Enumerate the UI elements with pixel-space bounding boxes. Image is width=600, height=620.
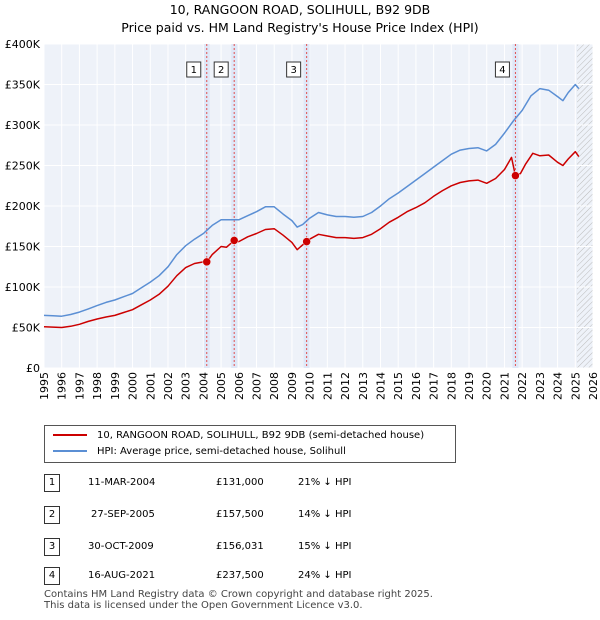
y-tick-label: £100K bbox=[5, 281, 41, 294]
sale-point bbox=[302, 237, 311, 246]
footer-attribution: Contains HM Land Registry data © Crown c… bbox=[44, 589, 433, 611]
transaction-hpi: 21% ↓ HPI bbox=[298, 477, 352, 488]
x-tick-label: 2011 bbox=[321, 372, 334, 400]
x-tick-label: 2006 bbox=[233, 372, 246, 400]
transaction-number: 2 bbox=[44, 506, 60, 524]
transaction-number: 4 bbox=[44, 567, 60, 585]
x-tick-label: 2016 bbox=[410, 372, 423, 400]
y-tick-label: £300K bbox=[5, 119, 41, 132]
sale-label: 1 bbox=[191, 65, 197, 76]
x-tick-label: 1999 bbox=[109, 372, 122, 400]
x-tick-label: 2002 bbox=[162, 372, 175, 400]
sale-label-box bbox=[286, 61, 302, 78]
x-tick-label: 2018 bbox=[445, 372, 458, 400]
y-tick-label: £150K bbox=[5, 241, 41, 254]
transaction-date: 11-MAR-2004 bbox=[88, 477, 156, 488]
x-tick-label: 1998 bbox=[91, 372, 104, 400]
chart-title: 10, RANGOON ROAD, SOLIHULL, B92 9DB bbox=[169, 2, 431, 17]
x-tick-label: 2007 bbox=[251, 372, 264, 400]
transaction-price: £131,000 bbox=[216, 477, 264, 488]
x-tick-label: 2001 bbox=[144, 372, 157, 400]
transaction-price: £156,031 bbox=[216, 541, 264, 552]
x-tick-label: 2022 bbox=[516, 372, 529, 400]
chart-legend: 10, RANGOON ROAD, SOLIHULL, B92 9DB (sem… bbox=[44, 425, 456, 463]
sale-label: 4 bbox=[499, 65, 505, 76]
y-tick-label: £200K bbox=[5, 200, 41, 213]
y-tick-label: £50K bbox=[12, 322, 41, 335]
x-tick-label: 2008 bbox=[268, 372, 281, 400]
sale-label-box bbox=[213, 61, 229, 78]
x-tick-label: 2023 bbox=[534, 372, 547, 400]
x-tick-label: 2025 bbox=[569, 372, 582, 400]
x-tick-label: 1997 bbox=[73, 372, 86, 400]
x-tick-label: 1996 bbox=[56, 372, 69, 400]
transaction-hpi: 15% ↓ HPI bbox=[298, 541, 352, 552]
transaction-number: 3 bbox=[44, 538, 60, 556]
chart-subtitle: Price paid vs. HM Land Registry's House … bbox=[121, 20, 479, 35]
y-tick-label: £400K bbox=[5, 38, 41, 51]
y-tick-label: £0 bbox=[26, 362, 40, 375]
x-tick-label: 2015 bbox=[392, 372, 405, 400]
y-tick-label: £250K bbox=[5, 160, 41, 173]
x-tick-label: 2013 bbox=[357, 372, 370, 400]
transaction-price: £157,500 bbox=[216, 509, 264, 520]
x-tick-label: 2014 bbox=[374, 372, 387, 400]
x-tick-label: 2026 bbox=[587, 372, 600, 400]
hpi-line bbox=[43, 83, 580, 317]
sale-label-box bbox=[494, 61, 510, 78]
x-tick-label: 2020 bbox=[481, 372, 494, 400]
sale-label-box bbox=[186, 61, 202, 78]
x-tick-label: 2000 bbox=[127, 372, 140, 400]
legend-item-hpi: HPI: Average price, semi-detached house,… bbox=[53, 444, 346, 460]
x-tick-label: 2012 bbox=[339, 372, 352, 400]
price-chart: 1 2 3 4 £0 £50K £100K £150K £200K £250K £300K £350… bbox=[5, 38, 600, 400]
transaction-number: 1 bbox=[44, 474, 60, 492]
x-tick-label: 2009 bbox=[286, 372, 299, 400]
x-tick-label: 2017 bbox=[428, 372, 441, 400]
x-tick-label: 2003 bbox=[180, 372, 193, 400]
x-tick-label: 2024 bbox=[552, 372, 565, 400]
sale-label: 2 bbox=[218, 65, 224, 76]
legend-label-hpi: HPI: Average price, semi-detached house,… bbox=[97, 446, 346, 457]
sale-point bbox=[229, 236, 239, 245]
transaction-date: 16-AUG-2021 bbox=[88, 570, 156, 581]
transaction-date: 30-OCT-2009 bbox=[88, 541, 154, 552]
footer-line-1: Contains HM Land Registry data © Crown c… bbox=[44, 589, 433, 600]
transaction-date: 27-SEP-2005 bbox=[91, 509, 155, 520]
sale-label: 3 bbox=[290, 65, 296, 76]
sale-point bbox=[511, 171, 520, 180]
x-tick-label: 2021 bbox=[498, 372, 511, 400]
transaction-hpi: 14% ↓ HPI bbox=[298, 509, 352, 520]
legend-swatch-property bbox=[53, 434, 87, 436]
legend-label-property: 10, RANGOON ROAD, SOLIHULL, B92 9DB (sem… bbox=[97, 430, 425, 441]
x-tick-label: 1995 bbox=[38, 372, 51, 400]
x-tick-label: 2004 bbox=[197, 372, 210, 400]
transaction-price: £237,500 bbox=[216, 570, 264, 581]
x-tick-label: 2010 bbox=[304, 372, 317, 400]
footer-line-2: This data is licensed under the Open Gov… bbox=[44, 600, 363, 611]
x-tick-label: 2005 bbox=[215, 372, 228, 400]
legend-item-property: 10, RANGOON ROAD, SOLIHULL, B92 9DB (sem… bbox=[53, 428, 424, 444]
legend-swatch-hpi bbox=[53, 450, 87, 452]
y-tick-label: £350K bbox=[5, 79, 41, 92]
x-tick-label: 2019 bbox=[463, 372, 476, 400]
transaction-hpi: 24% ↓ HPI bbox=[298, 570, 352, 581]
sale-point bbox=[202, 257, 212, 267]
